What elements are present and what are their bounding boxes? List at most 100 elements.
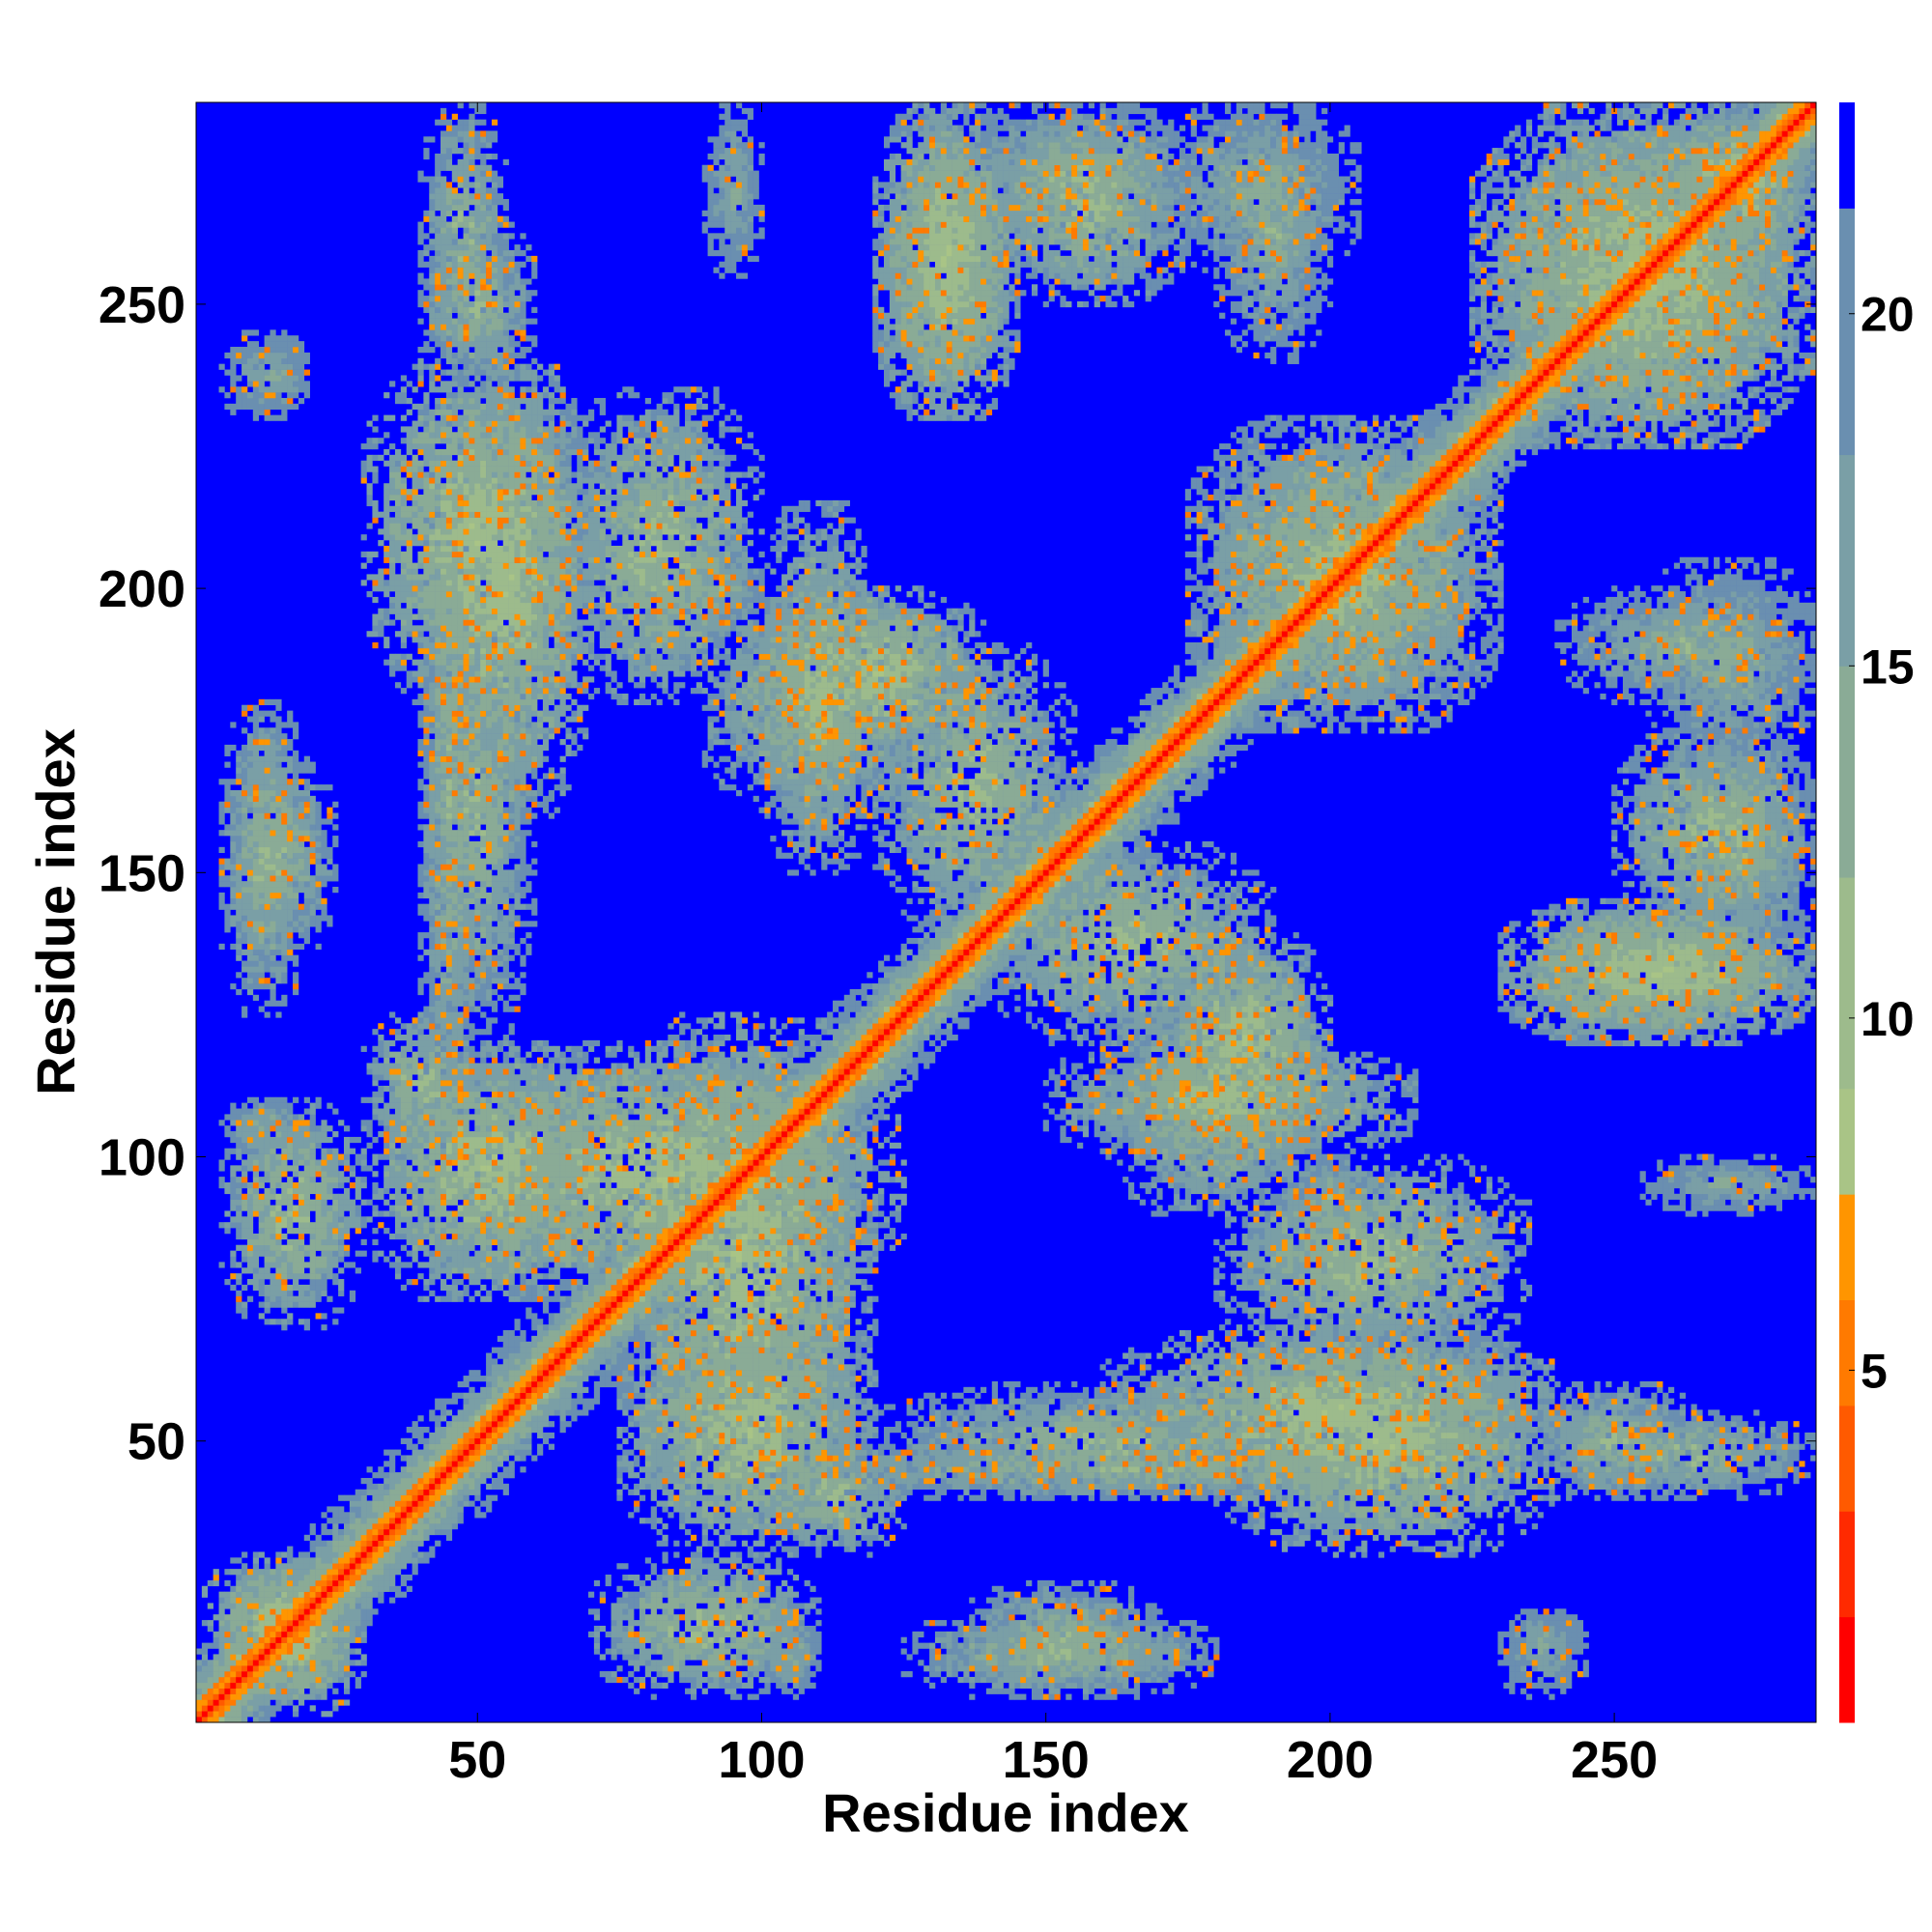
heatmap-cell (236, 898, 242, 904)
heatmap-cell (253, 944, 259, 950)
heatmap-cell (213, 1632, 219, 1637)
heatmap-cell (293, 898, 298, 904)
heatmap-cell (395, 666, 401, 671)
heatmap-cell (407, 1074, 412, 1080)
heatmap-cell (224, 1592, 230, 1598)
heatmap-cell (230, 1256, 236, 1262)
heatmap-cell (435, 745, 440, 751)
heatmap-cell (275, 1660, 281, 1665)
heatmap-cell (253, 1717, 259, 1722)
heatmap-cell (361, 534, 367, 540)
heatmap-cell (327, 1137, 332, 1143)
heatmap-cell (310, 1689, 316, 1694)
heatmap-cell (265, 1188, 270, 1194)
heatmap-cell (230, 358, 236, 364)
heatmap-cell (259, 1234, 265, 1239)
heatmap-cell (242, 353, 247, 358)
heatmap-cell (423, 1159, 429, 1165)
heatmap-cell (407, 552, 412, 557)
heatmap-cell (332, 1512, 338, 1518)
heatmap-cell (417, 676, 423, 682)
heatmap-cell (281, 1222, 287, 1228)
heatmap-cell (435, 1040, 440, 1046)
heatmap-cell (361, 1575, 367, 1580)
heatmap-cell (259, 1620, 265, 1626)
heatmap-cell (310, 1649, 316, 1655)
heatmap-cell (429, 211, 435, 216)
heatmap-cell (435, 1296, 440, 1302)
heatmap-cell (275, 881, 281, 887)
heatmap-cell (389, 666, 395, 671)
heatmap-cell (417, 1097, 423, 1103)
heatmap-cell (265, 733, 270, 739)
heatmap-cell (435, 1109, 440, 1115)
heatmap-cell (298, 881, 304, 887)
heatmap-cell (423, 1438, 429, 1444)
heatmap-cell (429, 699, 435, 705)
heatmap-cell (310, 910, 316, 916)
heatmap-cell (327, 921, 332, 926)
heatmap-cell (327, 1188, 332, 1194)
heatmap-cell (423, 211, 429, 216)
heatmap-cell (423, 904, 429, 910)
heatmap-cell (275, 779, 281, 784)
heatmap-cell (265, 386, 270, 392)
heatmap-cell (429, 410, 435, 415)
heatmap-cell (247, 847, 253, 853)
heatmap-cell (423, 1450, 429, 1456)
heatmap-cell (423, 1125, 429, 1131)
heatmap-cell (236, 938, 242, 944)
heatmap-cell (236, 841, 242, 847)
heatmap-cell (247, 1159, 253, 1165)
heatmap-cell (275, 1273, 281, 1279)
heatmap-cell (389, 1234, 395, 1239)
heatmap-cell (412, 563, 418, 569)
heatmap-cell (270, 733, 275, 739)
heatmap-cell (384, 642, 389, 648)
heatmap-cell (281, 847, 287, 853)
heatmap-cell (344, 1603, 350, 1608)
heatmap-cell (253, 1137, 259, 1143)
heatmap-cell (332, 1654, 338, 1660)
heatmap-cell (275, 1159, 281, 1165)
heatmap-cell (247, 1699, 253, 1705)
heatmap-cell (310, 1154, 316, 1160)
heatmap-cell (423, 950, 429, 955)
heatmap-cell (429, 1495, 435, 1501)
heatmap-cell (242, 864, 247, 869)
heatmap-cell (259, 1637, 265, 1643)
heatmap-cell (259, 1165, 265, 1171)
heatmap-cell (298, 779, 304, 784)
heatmap-cell (372, 1074, 378, 1080)
heatmap-cell (435, 1251, 440, 1257)
heatmap-cell (224, 745, 230, 751)
heatmap-cell (417, 404, 423, 410)
heatmap-cell (270, 869, 275, 875)
heatmap-cell (224, 779, 230, 784)
heatmap-cell (224, 1569, 230, 1575)
heatmap-cell (429, 500, 435, 506)
heatmap-cell (407, 438, 412, 443)
heatmap-cell (247, 358, 253, 364)
heatmap-cell (287, 745, 293, 751)
heatmap-cell (281, 1267, 287, 1273)
heatmap-cell (429, 1273, 435, 1279)
heatmap-cell (321, 1694, 327, 1700)
heatmap-cell (242, 751, 247, 756)
heatmap-cell (338, 1699, 344, 1705)
heatmap-cell (247, 1660, 253, 1665)
heatmap-cell (412, 1472, 418, 1478)
heatmap-cell (378, 1040, 384, 1046)
heatmap-cell (242, 1643, 247, 1649)
heatmap-cell (281, 370, 287, 376)
heatmap-cell (230, 1273, 236, 1279)
heatmap-cell (355, 1523, 361, 1529)
heatmap-cell (287, 808, 293, 813)
heatmap-cell (224, 1694, 230, 1700)
heatmap-cell (316, 1206, 322, 1211)
heatmap-cell (384, 1149, 389, 1154)
heatmap-cell (242, 1598, 247, 1604)
heatmap-cell (407, 574, 412, 580)
heatmap-cell (429, 467, 435, 472)
heatmap-cell (310, 921, 316, 926)
